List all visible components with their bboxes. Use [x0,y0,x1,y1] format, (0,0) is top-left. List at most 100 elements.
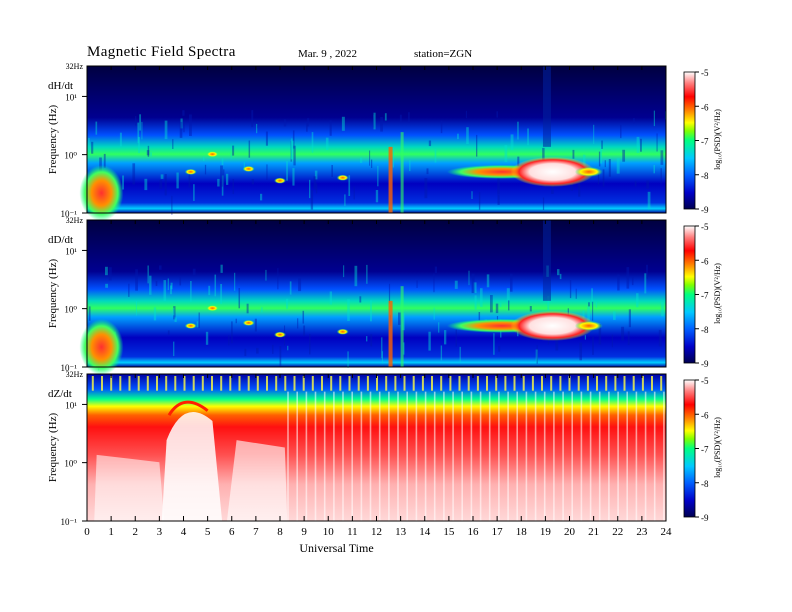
stripe [534,391,537,521]
spectral-texture [527,128,529,146]
stripe [342,391,344,521]
spectral-texture [593,124,595,144]
spectral-texture [433,307,435,320]
stripe [333,391,335,521]
spectral-texture [283,119,287,127]
spectral-texture [88,306,91,321]
spectral-texture [584,335,586,340]
spectral-texture [354,265,358,287]
spectral-texture [611,334,613,348]
colorbar-label: log₁₀(PSD)(V²/Hz) [713,109,722,170]
emission-spot [336,174,349,181]
spectral-texture [634,180,637,187]
spectral-texture [220,284,223,304]
spectral-texture [646,264,648,279]
spectral-texture [508,300,510,311]
spectral-texture [292,130,295,149]
stripe [302,376,305,391]
spectral-texture [547,296,550,311]
spectral-texture [653,165,655,174]
colorbar-tick-label: -8 [701,479,709,489]
y-top-label: 32Hz [66,62,84,71]
spectral-texture [587,306,590,321]
spectral-texture [359,157,363,163]
spectral-texture [256,347,259,354]
stripe [461,391,463,521]
spectral-texture [183,123,185,133]
stripe [376,376,378,391]
stripe [550,376,553,391]
stripe [458,376,461,391]
spectral-texture [613,311,616,320]
spectral-texture [196,321,199,328]
quiet-region [226,440,288,521]
stripe [403,376,406,391]
spectral-texture [286,161,288,181]
stripe [238,376,241,391]
spectral-texture [384,113,387,121]
stripe [174,376,177,391]
spectral-texture [103,153,106,168]
stripe [229,376,232,391]
stripe [156,376,158,391]
spectral-texture [91,141,94,154]
stripe [406,391,408,521]
spectral-texture [597,173,600,185]
spectral-texture [254,318,257,332]
spectral-texture [290,140,294,160]
spectral-texture [582,154,586,167]
spectral-texture [189,114,192,136]
spectral-texture [248,140,251,158]
spectral-texture [380,117,383,132]
spectral-texture [167,278,169,291]
spectral-texture [366,264,368,284]
spectral-texture [636,293,639,308]
x-tick-label: 10 [323,526,335,538]
spectral-texture [256,123,258,134]
colorbar-tick-label: -7 [701,291,709,301]
spectral-texture [149,275,152,295]
spectral-texture [314,170,318,180]
spectral-texture [214,274,217,297]
spectral-texture [182,110,185,116]
spectral-texture [592,336,594,355]
spectral-texture [135,301,137,316]
chart-title: Magnetic Field Spectra [87,44,236,60]
spectral-texture [159,180,163,189]
spectral-texture [164,120,168,140]
stripe [348,376,351,391]
stripe [596,376,598,391]
x-tick-label: 2 [133,526,139,538]
spectral-texture [315,183,318,194]
spectral-texture [291,138,293,159]
stripe [284,376,287,391]
spectral-texture [388,283,391,304]
stripe [641,376,644,391]
stripe [378,391,381,521]
stripe [440,376,443,391]
spectral-texture [179,277,182,286]
low-freq-burst [79,165,124,221]
spectral-texture [542,147,545,166]
spectral-texture [198,312,200,329]
y-top-label: 32Hz [66,216,84,225]
colorbar-tick-label: -7 [701,137,709,147]
spectral-texture [440,345,443,361]
spectral-texture [307,118,310,127]
spectral-texture [359,296,362,303]
spectral-texture [329,120,332,136]
emission-spot [206,151,219,158]
spectral-texture [510,273,513,292]
stripe [488,391,491,521]
spectral-texture [160,174,164,179]
spectral-texture [347,351,349,368]
spectral-texture [572,149,575,159]
colorbar-tick-label: -8 [701,171,709,181]
spectral-texture [646,180,650,189]
colorbar-tick-label: -6 [701,102,709,112]
colorbar-tick-label: -6 [701,256,709,266]
stripe [589,391,592,521]
spectral-texture [455,329,457,347]
spectral-texture [529,306,532,312]
x-tick-label: 23 [636,526,648,538]
